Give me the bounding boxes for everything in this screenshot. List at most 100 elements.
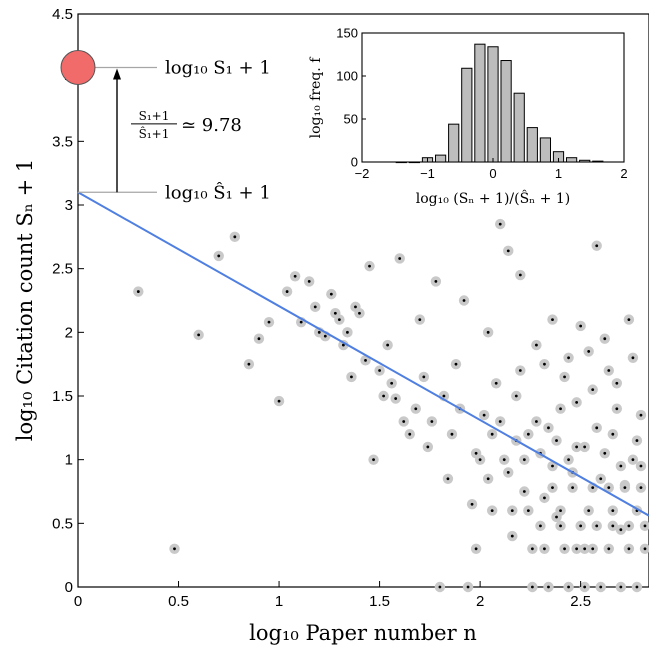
histogram-bar <box>434 154 447 163</box>
data-point <box>482 413 486 417</box>
inset-y-label: log₁₀ freq. f <box>308 56 324 139</box>
data-point <box>506 249 510 253</box>
data-point <box>591 547 595 551</box>
x-tick-label: 0.5 <box>168 593 189 610</box>
data-point <box>434 280 438 283</box>
data-point <box>438 585 442 589</box>
data-point <box>567 585 570 589</box>
data-point <box>247 362 251 366</box>
data-point <box>490 509 494 512</box>
x-tick-label: 1.5 <box>369 593 390 610</box>
histogram-bar <box>474 43 486 163</box>
data-point <box>354 305 357 309</box>
data-point <box>559 524 562 528</box>
data-point <box>450 432 454 436</box>
data-point <box>462 299 466 302</box>
data-point <box>408 432 412 436</box>
data-point <box>623 486 627 490</box>
data-point <box>611 509 615 512</box>
data-point <box>555 439 558 442</box>
data-point <box>591 486 595 490</box>
inset-axis-ticks: −2 −1 0 1 2 0 50 100 150 <box>336 26 627 182</box>
histogram-bar <box>565 157 578 163</box>
data-point <box>293 274 297 278</box>
histogram-bar <box>448 123 460 163</box>
x-tick-label: 0 <box>74 593 82 610</box>
data-point <box>518 273 522 277</box>
data-point <box>563 547 566 551</box>
inset-y-tick-label: 50 <box>344 112 358 127</box>
data-point <box>535 343 538 347</box>
ratio-value: ≃ 9.78 <box>181 115 242 136</box>
data-point <box>619 585 623 589</box>
data-point <box>526 432 530 436</box>
histogram-bar <box>395 161 407 164</box>
data-point <box>478 458 482 462</box>
data-point <box>583 547 587 551</box>
first-paper-annotation: log₁₀ S₁ + 1 log₁₀ Ŝ₁ + 1 S₁+1 Ŝ₁+1 ≃ 9.… <box>60 49 271 203</box>
data-point <box>551 318 554 321</box>
data-point <box>635 585 639 589</box>
data-point <box>579 324 583 328</box>
data-point <box>510 534 514 538</box>
data-point <box>583 585 587 589</box>
ratio-denominator: Ŝ₁+1 <box>139 125 170 141</box>
data-point <box>587 509 591 512</box>
data-point <box>470 502 474 506</box>
inset-x-tick-label: −2 <box>355 166 370 181</box>
y-tick-label: 1 <box>65 452 73 469</box>
data-point <box>530 547 534 551</box>
data-point <box>136 290 140 293</box>
data-point <box>611 432 615 436</box>
data-point <box>571 486 574 490</box>
data-point <box>346 330 349 334</box>
data-point <box>341 343 345 347</box>
data-point <box>547 426 550 430</box>
data-point <box>426 445 430 449</box>
data-point <box>382 394 386 398</box>
data-point <box>543 496 546 500</box>
data-point <box>233 235 237 239</box>
data-point <box>414 407 418 411</box>
data-point <box>635 439 639 442</box>
data-point <box>530 585 534 589</box>
data-point <box>607 369 611 372</box>
scatter-points <box>133 218 649 593</box>
ratio-numerator: S₁+1 <box>139 109 170 123</box>
y-axis-label: log₁₀ Citation count Sₙ + 1 <box>13 159 37 441</box>
data-point <box>506 471 510 474</box>
y-tick-label: 2 <box>65 324 73 341</box>
y-tick-label: 0.5 <box>52 515 73 532</box>
y-tick-label: 3.5 <box>52 133 73 150</box>
data-point <box>494 381 498 385</box>
data-point <box>317 330 321 334</box>
y-tick-label: 0 <box>65 579 73 596</box>
histogram-bar <box>539 137 552 163</box>
data-point <box>323 334 327 338</box>
data-point <box>551 464 554 468</box>
data-point <box>619 464 623 468</box>
data-point <box>643 547 647 551</box>
data-point <box>639 464 643 468</box>
data-point <box>474 547 478 551</box>
data-point <box>514 394 518 398</box>
data-point <box>368 264 371 268</box>
data-point <box>522 490 526 493</box>
data-point <box>567 458 570 462</box>
data-point <box>446 477 450 481</box>
inset-bars <box>395 43 604 164</box>
ratio-arrowhead <box>113 68 121 80</box>
inset-x-tick-label: 0 <box>489 166 496 181</box>
data-point <box>615 407 619 411</box>
histogram-bar <box>592 160 604 163</box>
histogram-bar <box>513 92 525 163</box>
data-point <box>639 486 643 490</box>
data-point <box>522 458 526 462</box>
data-point <box>173 547 176 551</box>
data-point <box>337 318 341 321</box>
y-tick-label: 2.5 <box>52 261 73 278</box>
data-point <box>535 420 538 423</box>
x-tick-label: 2.5 <box>570 593 591 610</box>
inset-x-tick-label: 2 <box>620 166 627 181</box>
